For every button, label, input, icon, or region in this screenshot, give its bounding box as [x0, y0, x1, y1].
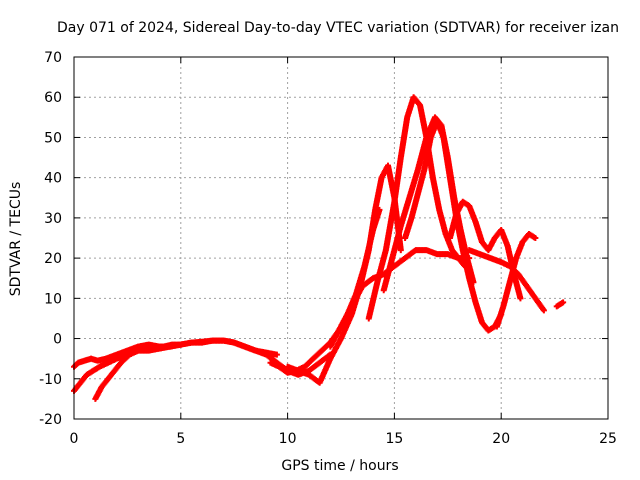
x-tick-label: 25 — [599, 431, 617, 447]
x-tick-label: 5 — [176, 431, 185, 447]
y-tick-label: 30 — [44, 211, 62, 227]
y-tick-label: 10 — [44, 291, 62, 307]
x-axis-label: GPS time / hours — [281, 458, 398, 474]
y-tick-label: 0 — [53, 332, 62, 348]
axis-ticks — [73, 56, 609, 420]
series-sat-g — [365, 94, 468, 322]
x-tick-label: 0 — [70, 431, 79, 447]
data-point — [273, 351, 280, 358]
y-tick-labels: -20 -10 0 10 20 30 40 50 60 70 — [39, 50, 62, 428]
plot-frame — [73, 56, 609, 420]
x-tick-label: 20 — [492, 431, 510, 447]
y-tick-label: 70 — [44, 50, 62, 66]
x-tick-label: 15 — [385, 431, 403, 447]
y-tick-label: 20 — [44, 251, 62, 267]
data-points — [71, 94, 567, 402]
series-sat-a — [71, 337, 334, 394]
x-tick-labels: 0 5 10 15 20 25 — [70, 431, 617, 447]
y-tick-label: 40 — [44, 171, 62, 187]
chart-title: Day 071 of 2024, Sidereal Day-to-day VTE… — [57, 20, 619, 36]
data-point — [560, 299, 567, 306]
data-point — [177, 341, 184, 348]
series-sat-j — [446, 198, 524, 302]
data-point — [540, 307, 547, 314]
y-tick-label: 50 — [44, 130, 62, 146]
y-tick-label: -20 — [39, 412, 62, 428]
series-sat-d — [267, 206, 383, 376]
data-point — [517, 295, 524, 302]
series-sat-k — [493, 230, 539, 330]
y-tick-label: -10 — [39, 372, 62, 388]
x-tick-label: 10 — [279, 431, 297, 447]
series-sat-l — [466, 247, 547, 314]
data-point — [397, 247, 404, 254]
y-axis-label: SDTVAR / TECUs — [8, 182, 24, 297]
data-point — [532, 235, 539, 241]
y-tick-label: 60 — [44, 90, 62, 106]
series-sat-m — [553, 299, 567, 310]
series-sat-c — [92, 341, 184, 402]
